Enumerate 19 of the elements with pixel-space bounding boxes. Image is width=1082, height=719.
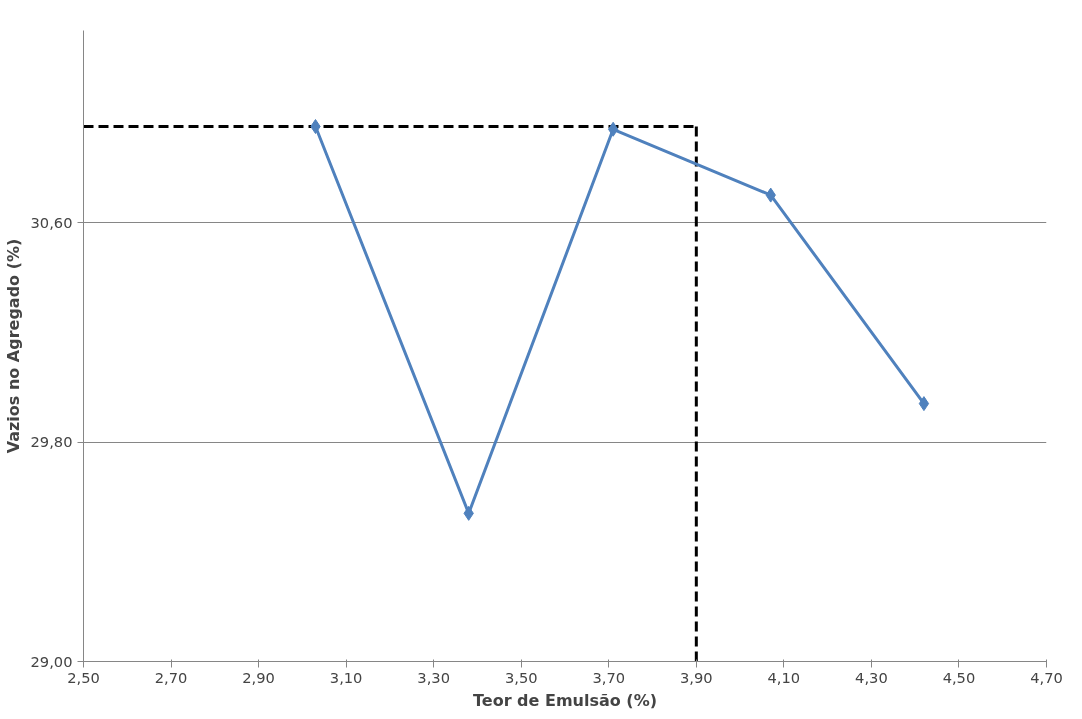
x-tick-label: 4,30 — [855, 668, 888, 686]
x-tick-label: 4,50 — [942, 668, 976, 686]
y-tick-label: 29,80 — [30, 433, 73, 451]
x-tick-label: 4,10 — [767, 668, 801, 686]
x-tick-label: 3,70 — [592, 668, 626, 686]
y-tick-label: 30,60 — [30, 213, 73, 231]
point — [918, 396, 930, 412]
x-tick-label: 4,70 — [1030, 668, 1063, 686]
x-tick-label: 3,10 — [329, 668, 363, 686]
x-axis-title: Teor de Emulsão (%) — [473, 690, 657, 710]
point — [607, 121, 619, 137]
x-tick-label: 2,50 — [67, 668, 100, 686]
x-tick-label: 3,50 — [504, 668, 538, 686]
y-tick-label: 29,00 — [30, 652, 73, 670]
x-tick-label: 2,70 — [154, 668, 188, 686]
y-axis-title: Vazios no Agregado (%) — [3, 238, 23, 454]
x-tick-label: 3,30 — [417, 668, 451, 686]
x-tick-label: 3,90 — [680, 668, 713, 686]
x-tick-label: 2,90 — [242, 668, 275, 686]
